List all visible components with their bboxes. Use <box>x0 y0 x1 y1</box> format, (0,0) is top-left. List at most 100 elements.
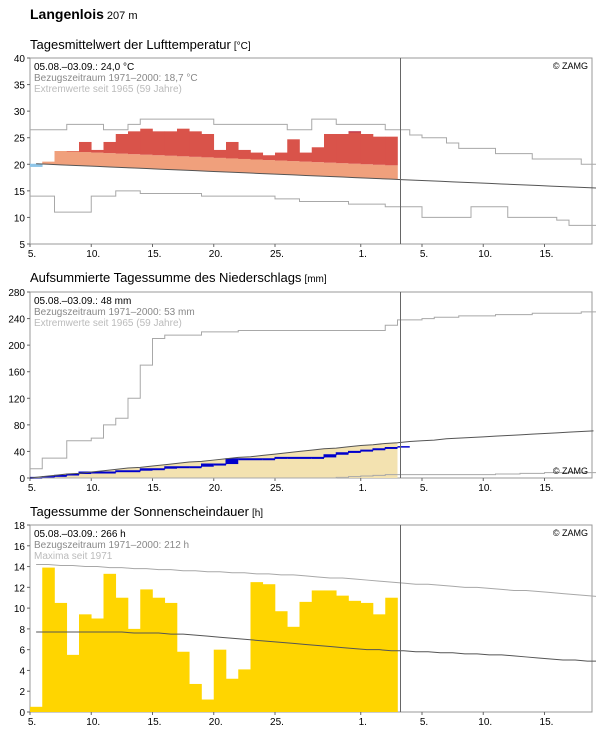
temperature-y-tick-label: 5 <box>19 240 25 251</box>
sunshine-chart: 0 2 4 6 8 10 12 14 16 18 5. 10. 15. 20. 25. 1. 5. 10. 15. 0… <box>14 521 596 728</box>
precipitation-bar <box>128 470 141 473</box>
sunshine-x-tick-label: 15. <box>540 717 554 728</box>
temperature-bar-low <box>91 152 104 167</box>
temperature-x-tick-label: 10. <box>478 249 492 260</box>
temperature-bar-low <box>385 165 398 180</box>
sunshine-bar <box>201 699 215 712</box>
precipitation-bar <box>250 458 263 461</box>
sunshine-bar <box>238 669 251 712</box>
temperature-bar-mid <box>287 139 300 162</box>
precipitation-max-extreme-line <box>30 311 596 470</box>
sunshine-x-tick-label: 10. <box>478 717 492 728</box>
temperature-normal-line <box>36 163 596 189</box>
sunshine-y-tick-label: 16 <box>14 542 26 553</box>
temperature-bar-low <box>177 156 190 171</box>
precipitation-x-tick-label: 15. <box>148 483 162 494</box>
sunshine-bar <box>336 595 349 712</box>
temperature-legend-extremes: Extremwerte seit 1965 (59 Jahre) <box>34 84 182 95</box>
sunshine-bar <box>30 706 43 712</box>
precipitation-bar <box>91 472 104 474</box>
temperature-bar-low <box>213 157 227 172</box>
temperature-bar-mid <box>164 131 178 156</box>
temperature-bar-low <box>373 164 386 179</box>
sunshine-x-tick-label: 10. <box>86 717 100 728</box>
precipitation-bar <box>140 468 153 471</box>
sunshine-max-line <box>36 563 596 597</box>
sunshine-title: Tagessumme der Sonnenscheindauer [h] <box>30 504 263 519</box>
precipitation-x-tick-label: 5. <box>420 483 428 494</box>
sunshine-bar <box>287 626 300 712</box>
sunshine-bar <box>54 602 68 712</box>
sunshine-bar <box>360 602 374 712</box>
temperature-y-tick-label: 10 <box>14 213 26 224</box>
precipitation-bar <box>336 452 349 455</box>
temperature-bar-low <box>226 158 239 173</box>
precipitation-y-tick-label: 160 <box>8 368 25 379</box>
sunshine-y-tick-label: 0 <box>19 708 25 719</box>
temperature-legend-period: 05.08.–03.09.: 24,0 °C <box>34 62 134 73</box>
temperature-bar-mid <box>250 152 264 160</box>
sunshine-bar <box>324 590 337 712</box>
temperature-copyright: © ZAMG <box>553 61 588 71</box>
precipitation-bar <box>213 464 226 466</box>
temperature-bar-high <box>348 131 362 133</box>
temperature-bar-mid <box>140 128 153 155</box>
sunshine-bar <box>164 602 178 712</box>
temperature-y-tick-label: 15 <box>14 187 26 198</box>
sunshine-bar <box>373 614 386 712</box>
temperature-x-tick-label: 5. <box>28 249 36 260</box>
temperature-bar-mid <box>213 149 227 158</box>
temperature-bar-mid <box>336 133 349 164</box>
sunshine-bar <box>103 573 117 712</box>
precipitation-bar <box>373 448 386 451</box>
precipitation-title: Aufsummierte Tagessumme des Niederschlag… <box>30 270 327 285</box>
precipitation-bar <box>311 457 324 459</box>
temperature-bar-mid <box>373 136 386 165</box>
temperature-bar-mid <box>385 136 398 166</box>
temperature-bar-cold <box>30 163 43 167</box>
temperature-x-tick-label: 10. <box>86 249 100 260</box>
precipitation-y-tick-label: 80 <box>14 421 26 432</box>
temperature-bar-mid <box>311 147 325 163</box>
precipitation-y-tick-label: 200 <box>8 341 25 352</box>
sunshine-y-tick-label: 2 <box>19 687 25 698</box>
precipitation-bar <box>324 454 337 458</box>
sunshine-x-tick-label: 15. <box>148 717 162 728</box>
temperature-max-extreme-line <box>30 118 596 165</box>
temperature-bar-mid <box>91 149 104 153</box>
temperature-bar-mid <box>128 131 141 155</box>
temperature-bar-low <box>189 156 202 171</box>
precipitation-bar <box>275 457 288 459</box>
sunshine-bar <box>311 590 325 712</box>
sunshine-y-tick-label: 6 <box>19 646 25 657</box>
sunshine-bar <box>262 584 276 712</box>
precipitation-bar <box>66 474 79 476</box>
sunshine-bar <box>140 589 153 712</box>
precipitation-bar <box>287 457 300 459</box>
precipitation-y-tick-label: 240 <box>8 315 25 326</box>
sunshine-x-tick-label: 20. <box>209 717 223 728</box>
sunshine-copyright: © ZAMG <box>553 528 588 538</box>
temperature-title-text: Tagesmittelwert der Lufttemperatur <box>30 37 231 52</box>
temperature-bar-mid <box>66 151 80 152</box>
temperature-bar-mid <box>238 149 251 159</box>
temperature-bar-mid <box>103 141 117 154</box>
temperature-bar-mid <box>177 128 190 157</box>
sunshine-bar <box>213 649 227 712</box>
precipitation-bar <box>115 470 128 473</box>
sunshine-y-tick-label: 18 <box>14 521 26 532</box>
temperature-legend-reference: Bezugszeitraum 1971–2000: 18,7 °C <box>34 73 198 84</box>
precipitation-bar <box>201 464 214 467</box>
temperature-bar-low <box>348 163 362 178</box>
precipitation-chart: 0 40 80 120 160 200 240 280 5. 10. 15. 20. 25. 1. 5. 10… <box>8 288 596 494</box>
temperature-y-tick-label: 30 <box>14 107 26 118</box>
station-title: Langenlois 207 m <box>30 6 137 22</box>
precipitation-bar <box>42 476 55 479</box>
temperature-bar-mid <box>189 131 202 157</box>
sunshine-legend-period: 05.08.–03.09.: 266 h <box>34 529 126 540</box>
precipitation-legend-reference: Bezugszeitraum 1971–2000: 53 mm <box>34 307 195 318</box>
temperature-title: Tagesmittelwert der Lufttemperatur [°C] <box>30 37 251 52</box>
precipitation-bar <box>348 451 361 453</box>
sunshine-bar <box>128 628 141 712</box>
sunshine-bar <box>348 600 362 712</box>
